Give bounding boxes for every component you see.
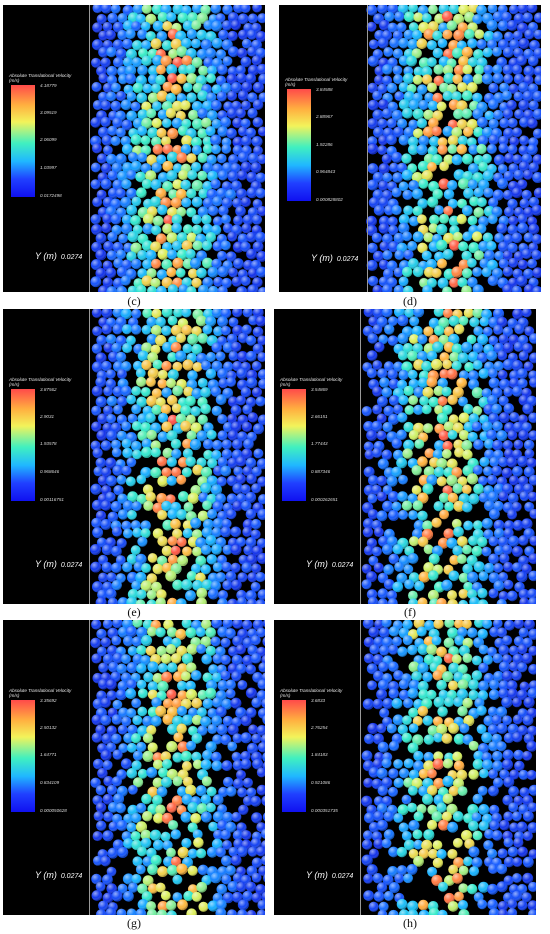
colorbar-tick: 3.09519 — [40, 110, 57, 115]
colorbar-tick: 0.000828802 — [316, 197, 343, 202]
colorbar — [11, 389, 35, 501]
caption-c: (c) — [127, 294, 141, 308]
colorbar-tick: 1.03997 — [40, 165, 57, 170]
colorbar-tick: 0.964843 — [316, 169, 336, 174]
colorbar — [282, 389, 306, 501]
particle-field-c — [90, 5, 265, 292]
particle-field-d — [366, 5, 541, 292]
colorbar-tick: 2.66151 — [311, 414, 328, 419]
caption-h: (h) — [403, 916, 417, 930]
colorbar — [11, 700, 35, 812]
colorbar-tick: 2.76254 — [311, 725, 328, 730]
caption-g: (g) — [127, 916, 141, 930]
caption-f: (f) — [404, 605, 416, 619]
colorbar-tick: 0.921086 — [311, 780, 331, 785]
axis-divider — [360, 309, 361, 604]
y-axis-label: Y (m) 0.0274 — [35, 559, 83, 569]
y-axis-label: Y (m) 0.0274 — [306, 870, 354, 880]
legend-title: Absolute Translational Velocity (m/s) — [285, 77, 348, 87]
y-axis-label: Y (m) 0.0274 — [306, 559, 354, 569]
legend-title: Absolute Translational Velocity (m/s) — [280, 688, 343, 698]
colorbar-tick: 3.87562 — [40, 387, 57, 392]
y-axis-label: Y (m) 0.0274 — [35, 870, 83, 880]
colorbar — [287, 89, 311, 201]
colorbar-tick: 0.000262651 — [311, 497, 338, 502]
legend-title: Absolute Translational Velocity (m/s) — [9, 688, 72, 698]
colorbar-tick: 0.887346 — [311, 469, 331, 474]
panel-f: Absolute Translational Velocity (m/s) 3.5… — [274, 309, 536, 604]
colorbar-tick: 1.84183 — [311, 752, 328, 757]
caption-e: (e) — [127, 605, 141, 619]
panel-d: Absolute Translational Velocity (m/s) 3.8… — [279, 5, 541, 292]
colorbar-tick: 1.92286 — [316, 142, 333, 147]
particle-field-f — [361, 309, 536, 604]
colorbar-tick: 0.000050628 — [40, 808, 67, 813]
colorbar-tick: 1.64771 — [40, 752, 57, 757]
colorbar — [11, 85, 35, 197]
colorbar-tick: 0.968646 — [40, 469, 60, 474]
colorbar-tick: 2.9031 — [40, 414, 55, 419]
axis-divider — [367, 5, 368, 292]
colorbar-tick: 3.6833 — [311, 698, 326, 703]
axis-divider — [89, 620, 90, 915]
particle-field-g — [90, 620, 265, 915]
colorbar-tick: 0.00116751 — [40, 497, 64, 502]
y-axis-label: Y (m) 0.0274 — [35, 251, 83, 261]
panel-c: Absolute Translational Velocity (m/s) 4.1… — [3, 5, 265, 292]
caption-d: (d) — [403, 294, 417, 308]
colorbar-tick: 3.35692 — [40, 698, 57, 703]
colorbar — [282, 700, 306, 812]
colorbar-tick: 2.88967 — [316, 114, 333, 119]
colorbar-tick: 0.000351735 — [311, 808, 338, 813]
legend-title: Absolute Translational Velocity (m/s) — [280, 377, 343, 387]
particle-field-e — [90, 309, 265, 604]
colorbar-tick: 2.06099 — [40, 137, 57, 142]
axis-divider — [89, 5, 90, 292]
colorbar-tick: 1.93578 — [40, 441, 57, 446]
axis-divider — [360, 620, 361, 915]
colorbar-tick: 4.18779 — [40, 83, 57, 88]
panel-g: Absolute Translational Velocity (m/s) 3.3… — [3, 620, 265, 915]
panel-h: Absolute Translational Velocity (m/s) 3.6… — [274, 620, 536, 915]
colorbar-tick: 3.84588 — [316, 87, 333, 92]
colorbar-tick: 3.54869 — [311, 387, 328, 392]
colorbar-tick: 0.834109 — [40, 780, 60, 785]
colorbar-tick: 2.50132 — [40, 725, 57, 730]
colorbar-tick: 0.0172498 — [40, 193, 62, 198]
legend-title: Absolute Translational Velocity (m/s) — [9, 377, 72, 387]
colorbar-tick: 1.77443 — [311, 441, 328, 446]
panel-e: Absolute Translational Velocity (m/s) 3.8… — [3, 309, 265, 604]
axis-divider — [89, 309, 90, 604]
particle-field-h — [361, 620, 536, 915]
y-axis-label: Y (m) 0.0274 — [311, 253, 359, 263]
legend-title: Absolute Translational Velocity (m/s) — [9, 73, 72, 83]
